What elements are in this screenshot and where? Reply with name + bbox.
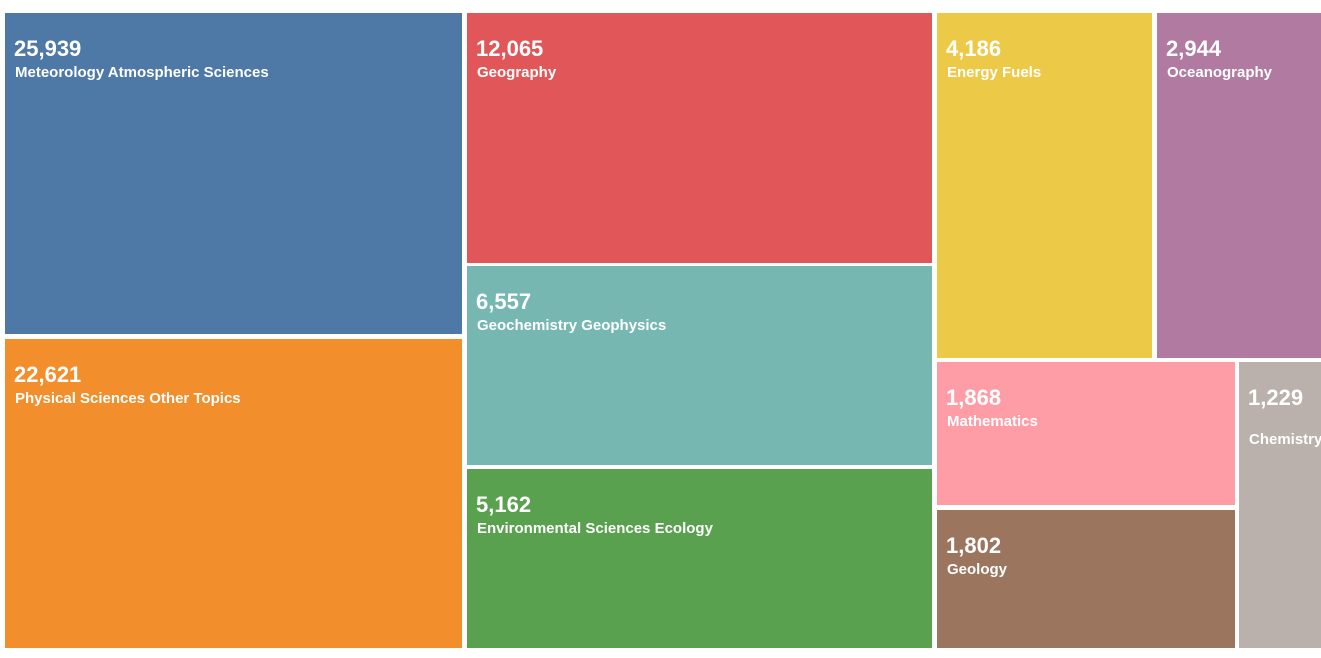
treemap-tile: 1,802 Geology	[937, 510, 1235, 648]
tile-value: 25,939	[14, 36, 82, 61]
treemap-tile: 2,944 Oceanography	[1157, 13, 1321, 358]
treemap-tile: 25,939 Meteorology Atmospheric Sciences	[5, 13, 462, 334]
tile-value: 22,621	[14, 362, 82, 387]
tile-value: 12,065	[476, 36, 544, 61]
tile-label: Meteorology Atmospheric Sciences	[15, 64, 269, 81]
tile-label: Chemistry	[1249, 431, 1321, 448]
tile-value: 1,229	[1248, 385, 1304, 410]
treemap-tile: 5,162 Environmental Sciences Ecology	[467, 469, 932, 648]
tile-value: 5,162	[476, 492, 532, 517]
treemap-tile: 1,868 Mathematics	[937, 362, 1235, 505]
treemap-tile: 1,229 Chemistry	[1239, 362, 1321, 648]
tile-label: Geography	[477, 64, 557, 81]
tile-label: Energy Fuels	[947, 64, 1042, 81]
treemap-tile: 6,557 Geochemistry Geophysics	[467, 266, 932, 465]
tile-label: Mathematics	[947, 413, 1038, 430]
tile-value: 4,186	[946, 36, 1002, 61]
tile-value: 1,802	[946, 533, 1002, 558]
tile-label: Geology	[947, 561, 1008, 578]
treemap-tile: 12,065 Geography	[467, 13, 932, 263]
tile-label: Environmental Sciences Ecology	[477, 520, 713, 537]
tile-label: Oceanography	[1167, 64, 1273, 81]
treemap-tile: 22,621 Physical Sciences Other Topics	[5, 339, 462, 648]
tile-value: 6,557	[476, 289, 532, 314]
tile-value: 2,944	[1166, 36, 1222, 61]
tile-label: Geochemistry Geophysics	[477, 317, 667, 334]
treemap-tile: 4,186 Energy Fuels	[937, 13, 1152, 358]
tile-label: Physical Sciences Other Topics	[15, 390, 241, 407]
tile-value: 1,868	[946, 385, 1002, 410]
